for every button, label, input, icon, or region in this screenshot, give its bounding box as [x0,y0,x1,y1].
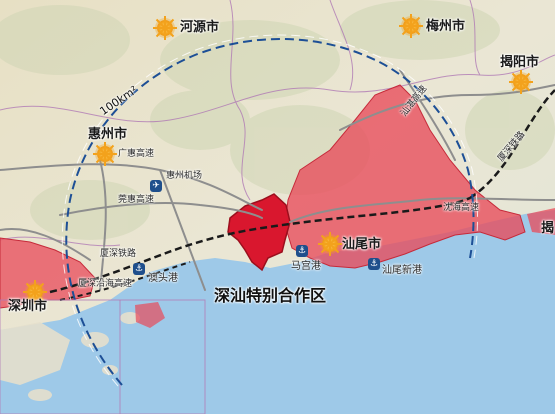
port-label-shanwei-new: 汕尾新港 [382,265,422,276]
port-label-aotou: 澳头港 [148,273,178,284]
city-label-shanwei: 汕尾市 [342,237,382,252]
radius-ring [65,38,475,386]
road-label-guanghui: 广惠高速 [118,149,155,159]
city-label-jie-edge: 揭 [541,221,555,236]
port-aotou-anchor-icon[interactable]: ⚓ [133,263,145,275]
shanwei-marker-icon[interactable] [318,232,342,256]
city-label-jieyang: 揭阳市 [500,55,540,70]
heyuan-marker-icon[interactable] [153,16,177,40]
port-magong-anchor-icon[interactable]: ⚓ [296,245,308,257]
airport-icon[interactable]: ✈ [150,180,162,192]
terrain-shading [0,0,555,240]
city-label-shenzhen: 深圳市 [8,299,48,314]
sea-area [0,210,555,414]
city-label-heyuan: 河源市 [180,20,220,35]
economic-zone-east [527,208,555,235]
core-zone [227,193,291,272]
road-label-shanhai: 沈海高速 [443,203,480,213]
rail-label-xiashen: 厦深铁路 [100,249,137,259]
port-label-magong: 马宫港 [291,261,321,272]
zone-label: 深汕特别合作区 [214,286,327,305]
jieyang-marker-icon[interactable] [509,70,533,94]
huizhou-marker-icon[interactable] [93,142,117,166]
city-label-huizhou: 惠州市 [88,127,128,142]
road-label-guanhui: 莞惠高速 [118,195,155,205]
meizhou-marker-icon[interactable] [399,14,423,38]
road-label-xiashen-coast: 厦深沿海高速 [78,279,133,289]
airport-label: 惠州机场 [166,171,203,181]
economic-zone-south [135,302,165,328]
economic-zone [284,84,526,269]
city-label-meizhou: 梅州市 [426,19,466,34]
shenzhen-marker-icon[interactable] [23,280,47,304]
port-shanwei-anchor-icon[interactable]: ⚓ [368,258,380,270]
coast-islands [0,312,140,401]
